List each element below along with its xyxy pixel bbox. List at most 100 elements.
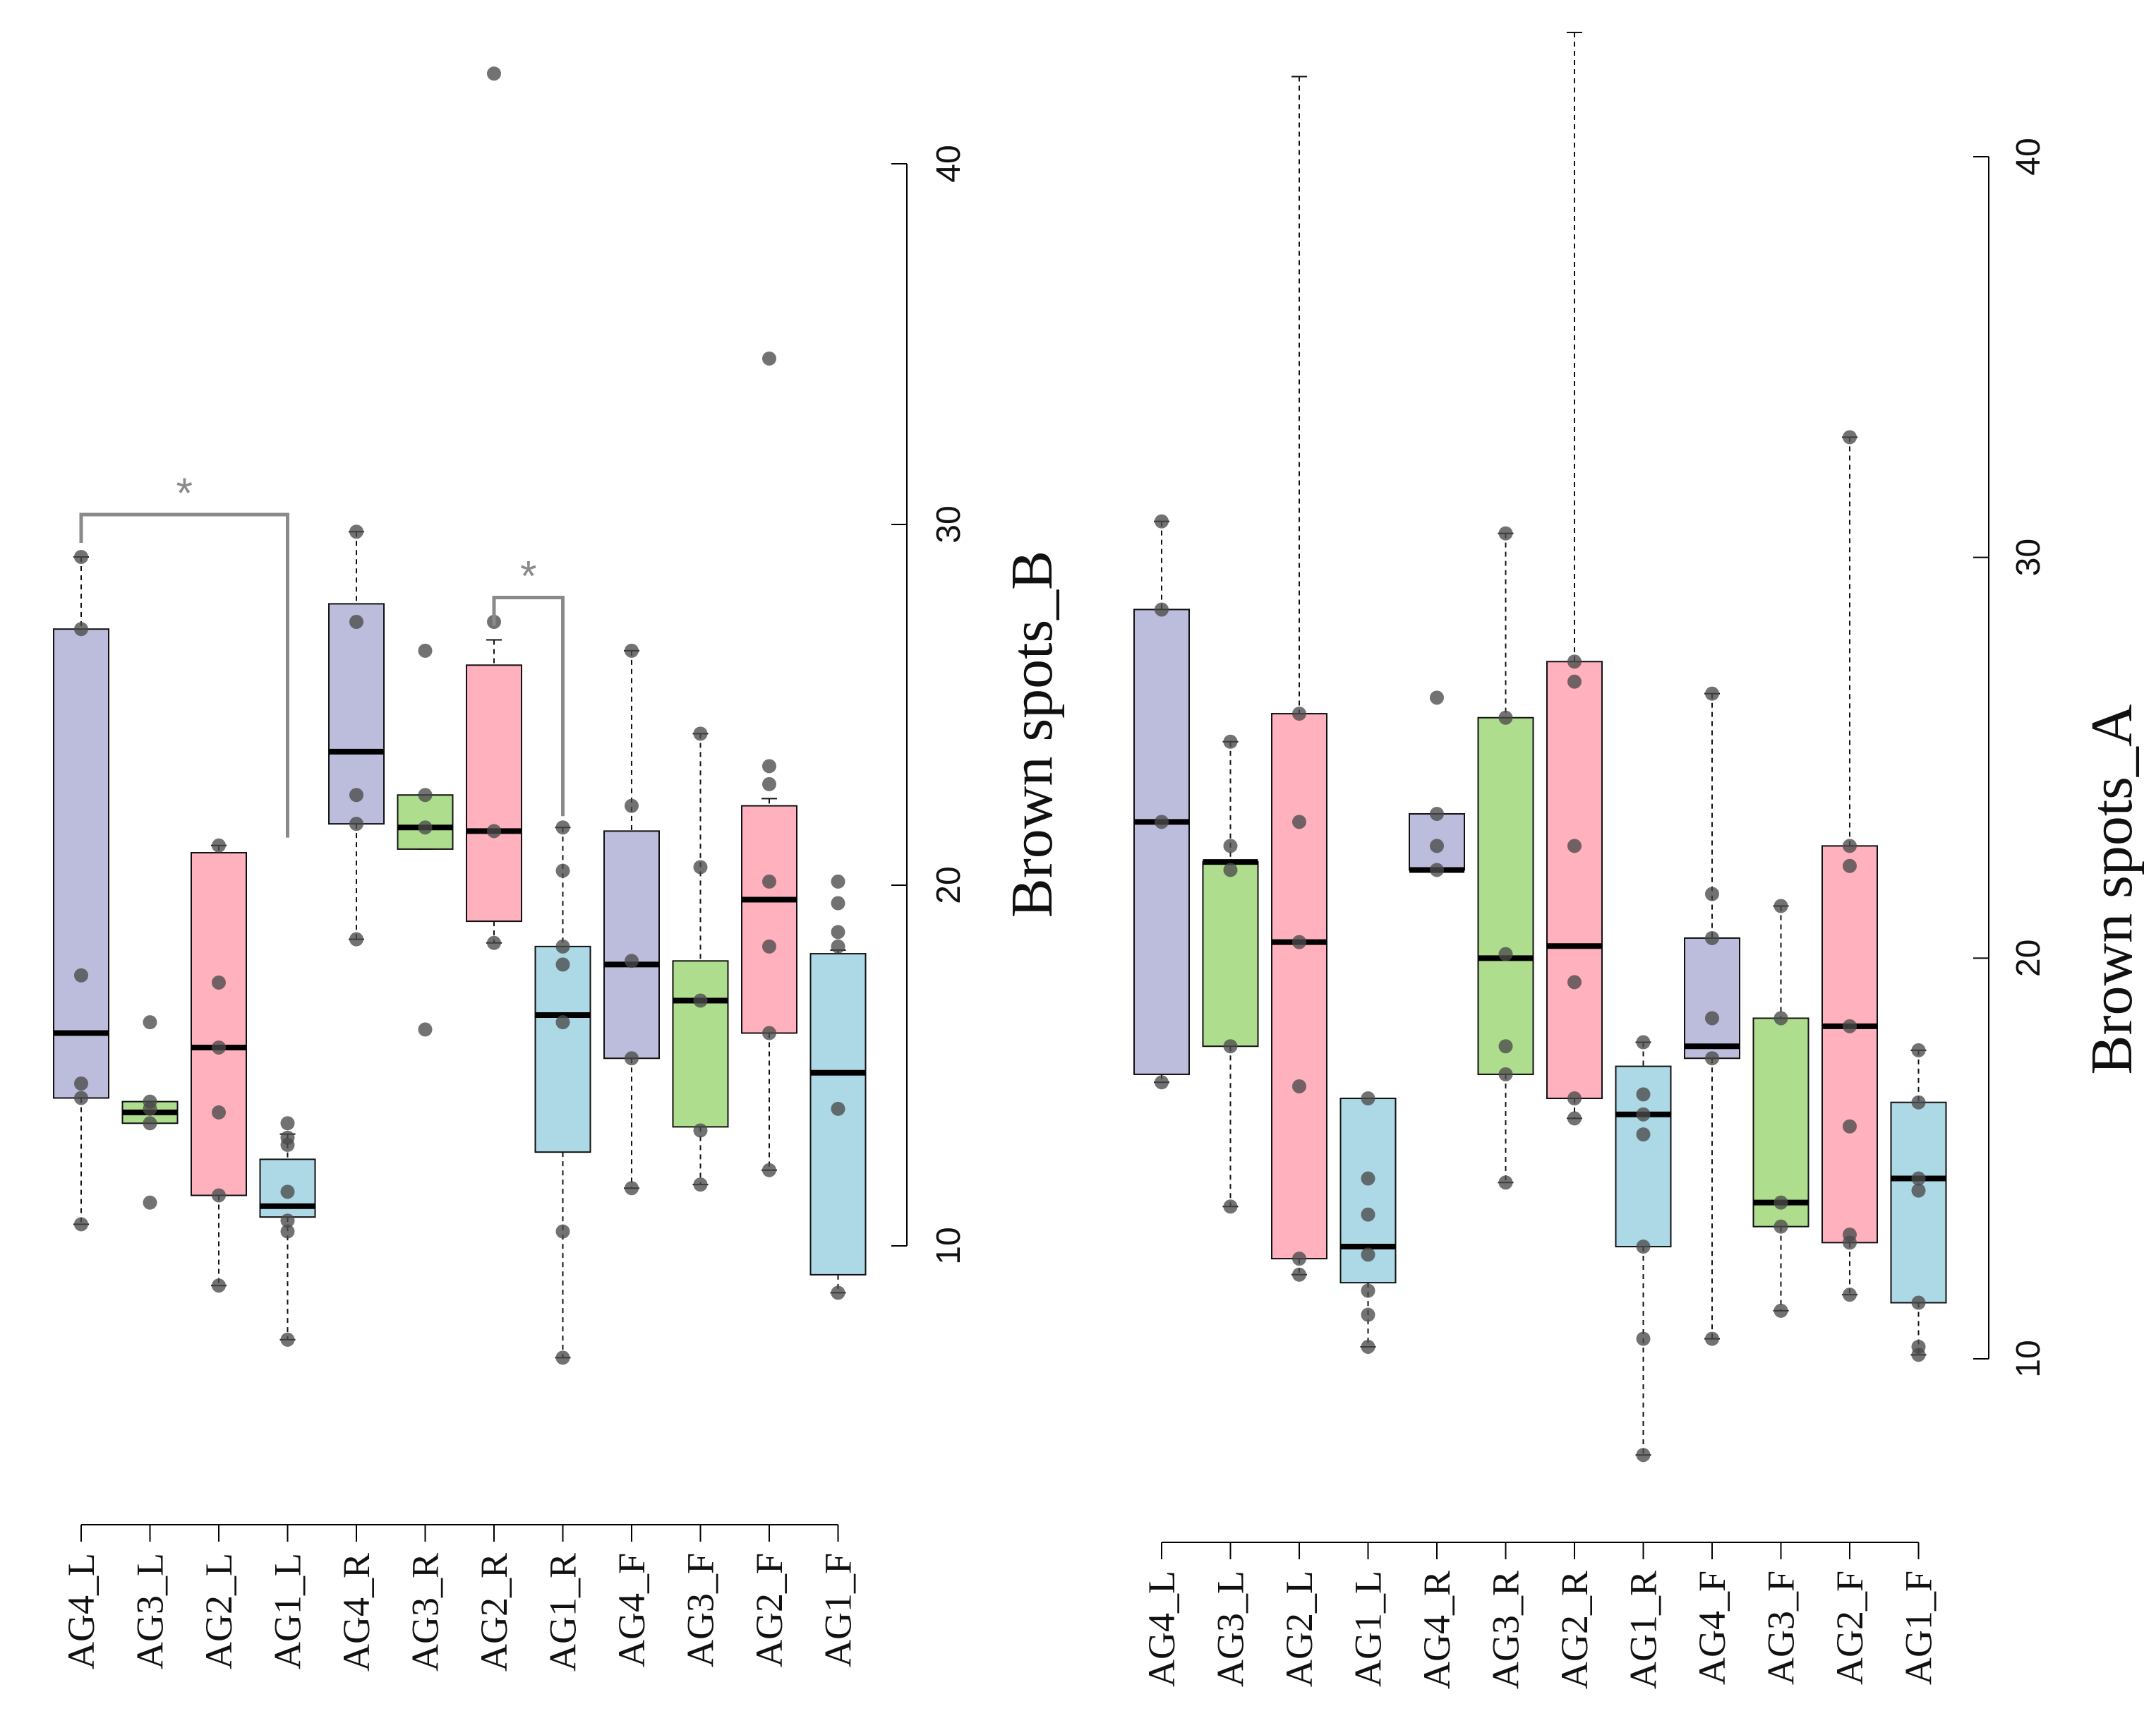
data-point — [1705, 1331, 1719, 1346]
value-tick-label: 10 — [930, 1227, 968, 1264]
data-point — [762, 1163, 776, 1177]
data-point — [1843, 1119, 1857, 1134]
data-point — [1223, 1039, 1238, 1054]
data-point — [831, 874, 845, 889]
box-ag3-r: AG3_R — [1477, 526, 1534, 1689]
data-point — [1155, 1075, 1169, 1090]
box-ag1-l: AG1_L — [1339, 1091, 1397, 1687]
box-ag3-r: AG3_R — [397, 643, 454, 1672]
significance-bracket-line — [492, 596, 565, 817]
data-point — [555, 863, 570, 878]
data-point — [212, 1040, 226, 1055]
significance-star: * — [176, 469, 193, 517]
data-point — [625, 1051, 639, 1066]
box-ag3-f: AG3_F — [672, 726, 729, 1667]
data-point — [555, 1350, 570, 1365]
data-point — [487, 824, 501, 839]
data-point — [1843, 839, 1857, 853]
data-point — [349, 614, 363, 629]
iqr-box — [672, 960, 729, 1128]
category-label: AG2_R — [473, 1553, 515, 1672]
data-point — [1636, 1127, 1651, 1142]
box-ag4-r: AG4_R — [328, 524, 385, 1672]
data-point — [418, 820, 433, 835]
box-ag1-f: AG1_F — [1890, 1043, 1947, 1685]
data-point — [1430, 839, 1444, 853]
significance-bracket: * — [492, 553, 565, 817]
data-point — [1567, 1111, 1582, 1126]
data-point — [625, 798, 639, 813]
data-point — [762, 939, 776, 954]
category-label: AG3_R — [404, 1553, 447, 1672]
data-point — [349, 524, 363, 539]
data-point — [1843, 1019, 1857, 1033]
data-point — [1361, 1283, 1375, 1298]
data-point — [1361, 1207, 1375, 1222]
data-point — [693, 993, 708, 1008]
significance-bracket: * — [79, 469, 289, 838]
data-point — [280, 1224, 295, 1239]
data-point — [1705, 1051, 1719, 1066]
data-point — [831, 925, 845, 940]
data-point — [1155, 602, 1169, 617]
data-point — [1843, 430, 1857, 445]
data-point — [280, 1184, 295, 1199]
significance-bracket-line — [79, 512, 289, 838]
box-ag2-l: AG2_L — [1271, 76, 1327, 1687]
data-point — [74, 622, 88, 637]
category-label: AG2_R — [1553, 1571, 1596, 1689]
data-point — [280, 1130, 295, 1145]
category-label: AG3_R — [1485, 1571, 1527, 1689]
data-point — [1911, 1295, 1926, 1310]
value-axis-title: Brown spots_B — [999, 551, 1065, 918]
category-label: AG1_F — [817, 1553, 860, 1667]
box-ag4-f: AG4_F — [603, 643, 660, 1667]
data-point — [1498, 1175, 1513, 1190]
data-point — [1911, 1043, 1926, 1057]
data-point — [831, 1285, 845, 1300]
data-point — [1292, 1252, 1306, 1266]
category-label: AG4_R — [335, 1553, 378, 1672]
data-point — [1843, 1228, 1857, 1242]
data-point — [1636, 1087, 1651, 1102]
significance-star: * — [520, 553, 536, 600]
data-point — [625, 1181, 639, 1196]
data-point — [1498, 947, 1513, 961]
data-point — [1223, 734, 1238, 749]
data-point — [143, 1195, 157, 1210]
value-tick-label: 20 — [2010, 940, 2047, 977]
data-point — [555, 1015, 570, 1030]
category-label: AG3_L — [129, 1553, 171, 1669]
data-point — [1498, 710, 1513, 725]
box-ag1-r: AG1_R — [534, 820, 591, 1672]
data-point — [831, 1101, 845, 1116]
data-point — [1636, 1107, 1651, 1122]
category-label: AG4_F — [610, 1553, 653, 1667]
box-ag2-f: AG2_F — [1821, 430, 1878, 1685]
data-point — [1361, 1091, 1375, 1106]
data-point — [1911, 1171, 1926, 1186]
category-label: AG3_L — [1210, 1571, 1252, 1687]
data-point — [1292, 1267, 1306, 1282]
iqr-box — [53, 628, 109, 1099]
data-point — [1223, 863, 1238, 877]
data-point — [418, 788, 433, 803]
outlier-point — [487, 66, 501, 81]
iqr-box — [1546, 661, 1603, 1100]
box-ag2-f: AG2_F — [741, 351, 797, 1667]
data-point — [762, 759, 776, 774]
data-point — [762, 776, 776, 791]
data-point — [555, 820, 570, 835]
data-point — [555, 939, 570, 954]
data-point — [1636, 1331, 1651, 1346]
data-point — [762, 351, 776, 366]
box-ag2-r: AG2_R — [1546, 32, 1603, 1689]
value-tick-label: 40 — [2010, 138, 2047, 175]
category-label: AG4_L — [1140, 1571, 1183, 1687]
data-point — [74, 1091, 88, 1105]
data-point — [418, 643, 433, 658]
iqr-box — [534, 945, 591, 1153]
category-label: AG2_F — [1829, 1571, 1871, 1685]
panel-a: 10 20 30 40 Brown spots_A AG4_L AG3_L AG2_L AG1_… — [1133, 32, 2145, 1689]
data-point — [1843, 1288, 1857, 1302]
